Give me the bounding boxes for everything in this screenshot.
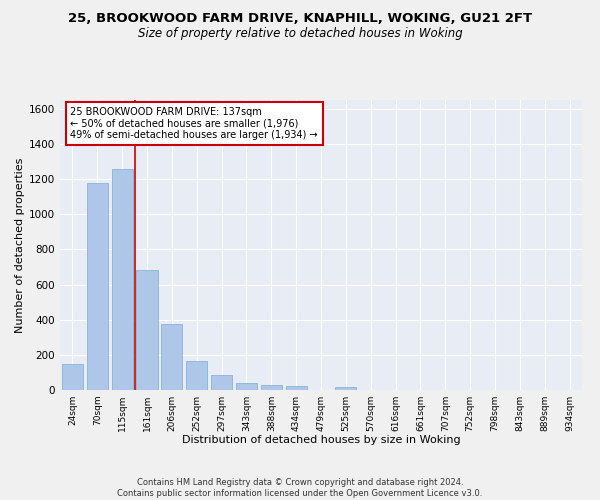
Bar (335, 388, 356, 390)
Bar (136, 270, 158, 390)
X-axis label: Distribution of detached houses by size in Woking: Distribution of detached houses by size … (182, 436, 460, 446)
Y-axis label: Number of detached properties: Number of detached properties (15, 158, 25, 332)
Text: 25 BROOKWOOD FARM DRIVE: 137sqm
← 50% of detached houses are smaller (1,976)
49%: 25 BROOKWOOD FARM DRIVE: 137sqm ← 50% of… (70, 108, 318, 140)
Bar (211, 375, 232, 390)
Text: Contains HM Land Registry data © Crown copyright and database right 2024.
Contai: Contains HM Land Registry data © Crown c… (118, 478, 482, 498)
Bar (62, 364, 83, 390)
Bar (112, 168, 133, 390)
Text: Size of property relative to detached houses in Woking: Size of property relative to detached ho… (137, 28, 463, 40)
Bar (186, 361, 207, 390)
Bar (286, 386, 307, 390)
Text: 25, BROOKWOOD FARM DRIVE, KNAPHILL, WOKING, GU21 2FT: 25, BROOKWOOD FARM DRIVE, KNAPHILL, WOKI… (68, 12, 532, 26)
Bar (161, 324, 182, 390)
Bar (87, 184, 108, 390)
Bar (261, 385, 282, 390)
Bar (236, 382, 257, 390)
